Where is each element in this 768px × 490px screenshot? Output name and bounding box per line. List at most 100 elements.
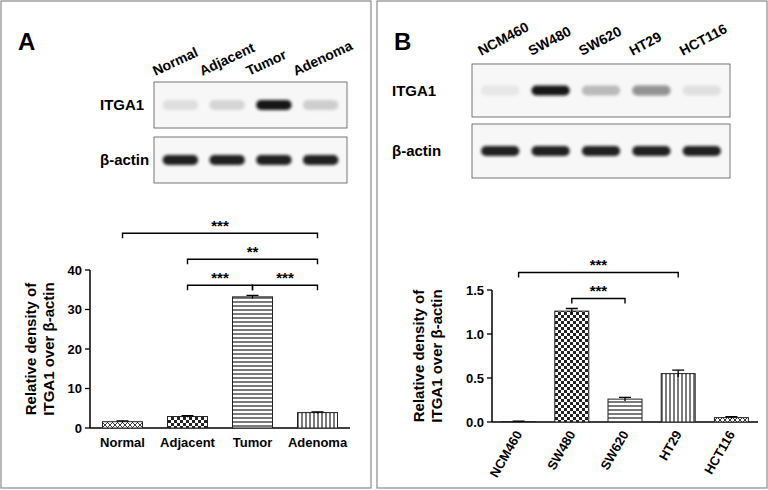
y-axis-label: ITGA1 over β-actin (40, 282, 57, 415)
y-tick (85, 348, 90, 349)
lane-label: HCT116 (677, 20, 730, 58)
y-tick (85, 427, 90, 428)
bars (103, 295, 338, 428)
band-target (683, 86, 721, 96)
band-target (163, 100, 199, 110)
lane-label: SW480 (525, 23, 573, 59)
y-axis-label: ITGA1 over β-actin (428, 289, 445, 422)
bar (502, 421, 536, 422)
y-axis-label: Relative density of (22, 282, 39, 416)
bars (502, 308, 749, 422)
y-axis (491, 290, 493, 422)
significance-label: *** (211, 269, 229, 286)
band-control (582, 146, 620, 156)
panel-letter: B (394, 28, 411, 55)
panel-frame (377, 1, 767, 488)
bar (168, 417, 208, 428)
band-target (632, 86, 670, 96)
y-tick (85, 309, 90, 310)
band-control (303, 155, 339, 165)
blot-label: ITGA1 (100, 96, 144, 113)
bar (233, 297, 273, 428)
band-target (531, 86, 569, 96)
lane-label: SW620 (576, 23, 624, 59)
y-axis-label: Relative density of (410, 289, 427, 423)
y-tick (85, 269, 90, 270)
blot-frame (154, 82, 347, 128)
significance-label: *** (590, 282, 608, 299)
significance-label: *** (211, 217, 229, 234)
band-target (209, 100, 245, 110)
error-bar (117, 421, 129, 423)
y-tick-label: 1.5 (466, 283, 484, 298)
blot-label: β-actin (100, 151, 149, 168)
y-tick-label: 30 (68, 302, 82, 317)
y-tick-label: 10 (68, 381, 82, 396)
band-control (163, 155, 199, 165)
y-tick (487, 421, 492, 422)
y-tick-label: 0 (75, 421, 82, 436)
error-bar (513, 420, 525, 422)
x-tick-label: HT29 (656, 428, 685, 463)
significance-label: *** (590, 256, 608, 273)
lane-label: NCM460 (475, 18, 531, 58)
lane-label: Tumor (243, 46, 289, 79)
y-tick (85, 388, 90, 389)
y-tick (487, 289, 492, 290)
lane-label: Adenoma (290, 37, 355, 79)
bar (103, 422, 143, 428)
band-target (303, 100, 339, 110)
band-control (209, 155, 245, 165)
band-control (481, 146, 519, 156)
x-tick-label: Adjacent (160, 435, 216, 450)
band-target (582, 86, 620, 96)
y-tick-label: 1.0 (466, 327, 484, 342)
bar (555, 311, 589, 422)
error-bar (312, 412, 324, 414)
blot-frame (472, 124, 730, 178)
band-target (256, 100, 292, 110)
significance-label: *** (276, 269, 294, 286)
significance-label: ** (247, 243, 259, 260)
error-bar (566, 308, 578, 313)
x-tick-label: HCT116 (701, 428, 738, 477)
x-tick-label: NCM460 (487, 428, 526, 480)
blot-label: ITGA1 (392, 82, 436, 99)
bar (298, 413, 338, 428)
y-tick-label: 0.5 (466, 371, 484, 386)
y-tick-label: 40 (68, 263, 82, 278)
error-bar (672, 370, 684, 377)
error-bar (619, 397, 631, 401)
y-tick (487, 333, 492, 334)
blot-frame (472, 64, 730, 117)
lane-label: Normal (150, 44, 200, 79)
y-tick-label: 20 (68, 342, 82, 357)
band-control (683, 146, 721, 156)
band-control (531, 146, 569, 156)
band-control (632, 146, 670, 156)
bar (608, 399, 642, 422)
panel-letter: A (18, 28, 35, 55)
panel: BITGA1β-actinNCM460SW480SW620HT29HCT1160… (377, 1, 767, 488)
figure: AITGA1β-actinNormalAdjacentTumorAdenoma0… (0, 0, 768, 490)
blot-frame (154, 137, 347, 183)
panel: AITGA1β-actinNormalAdjacentTumorAdenoma0… (1, 1, 371, 488)
bar (661, 374, 695, 422)
band-control (256, 155, 292, 165)
x-tick-label: SW480 (544, 428, 578, 472)
panel-frame (1, 1, 371, 488)
y-tick-label: 0.0 (466, 415, 484, 430)
figure-svg: AITGA1β-actinNormalAdjacentTumorAdenoma0… (0, 0, 768, 490)
blot-label: β-actin (392, 142, 441, 159)
x-tick-label: Adenoma (288, 435, 348, 450)
x-tick-label: Normal (100, 435, 145, 450)
error-bar (725, 417, 737, 419)
y-tick (487, 377, 492, 378)
band-target (481, 86, 519, 96)
bar (714, 418, 748, 422)
error-bar (247, 295, 259, 298)
x-tick-label: Tumor (233, 435, 272, 450)
x-tick-label: SW620 (597, 428, 631, 472)
error-bar (182, 416, 194, 418)
lane-label: HT29 (626, 28, 664, 58)
